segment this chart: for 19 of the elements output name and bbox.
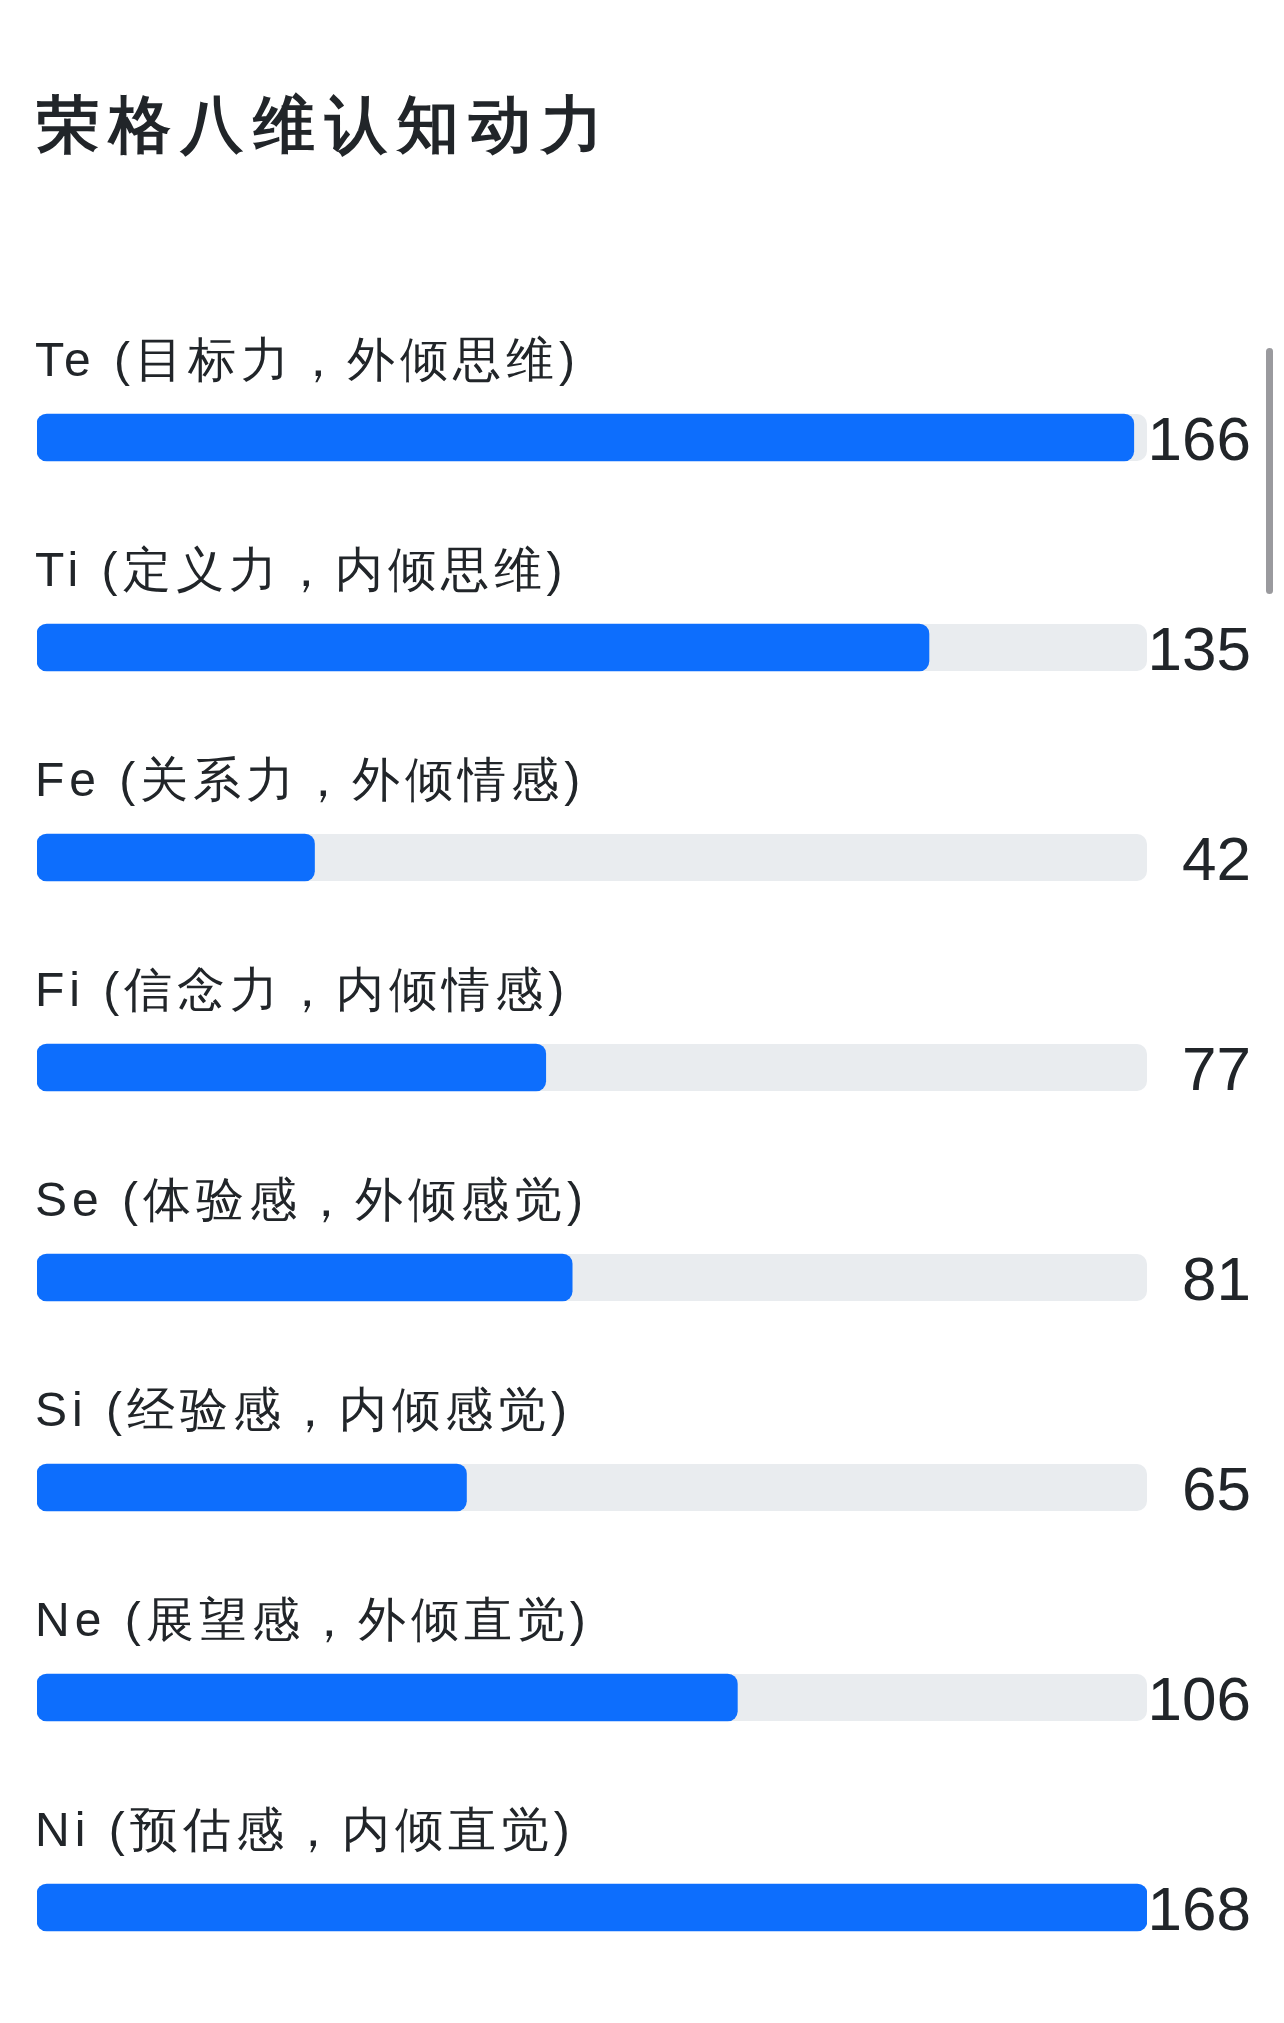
data-label: 166 <box>1147 403 1251 473</box>
y-tick-label: Se (体验感，外倾感觉) <box>35 1172 589 1226</box>
y-tick-label: Ni (预估感，内倾直觉) <box>35 1802 575 1856</box>
data-label: 106 <box>1147 1663 1251 1733</box>
data-label: 135 <box>1147 613 1251 683</box>
y-tick-label: Si (经验感，内倾感觉) <box>35 1382 572 1436</box>
y-tick-label: Ne (展望感，外倾直觉) <box>35 1592 591 1646</box>
data-label: 42 <box>1182 823 1251 893</box>
y-tick-label: Fe (关系力，外倾情感) <box>35 752 586 806</box>
y-tick-label: Ti (定义力，内倾思维) <box>35 542 568 596</box>
data-label: 81 <box>1182 1243 1251 1313</box>
bar <box>37 413 1135 462</box>
data-label: 168 <box>1147 1873 1251 1943</box>
data-label: 65 <box>1182 1453 1251 1523</box>
y-tick-label: Fi (信念力，内倾情感) <box>35 962 570 1016</box>
bar <box>37 833 315 882</box>
data-label: 77 <box>1182 1033 1251 1103</box>
y-tick-label: Te (目标力，外倾思维) <box>35 332 580 386</box>
chart-title: 荣格八维认知动力 <box>36 90 613 160</box>
